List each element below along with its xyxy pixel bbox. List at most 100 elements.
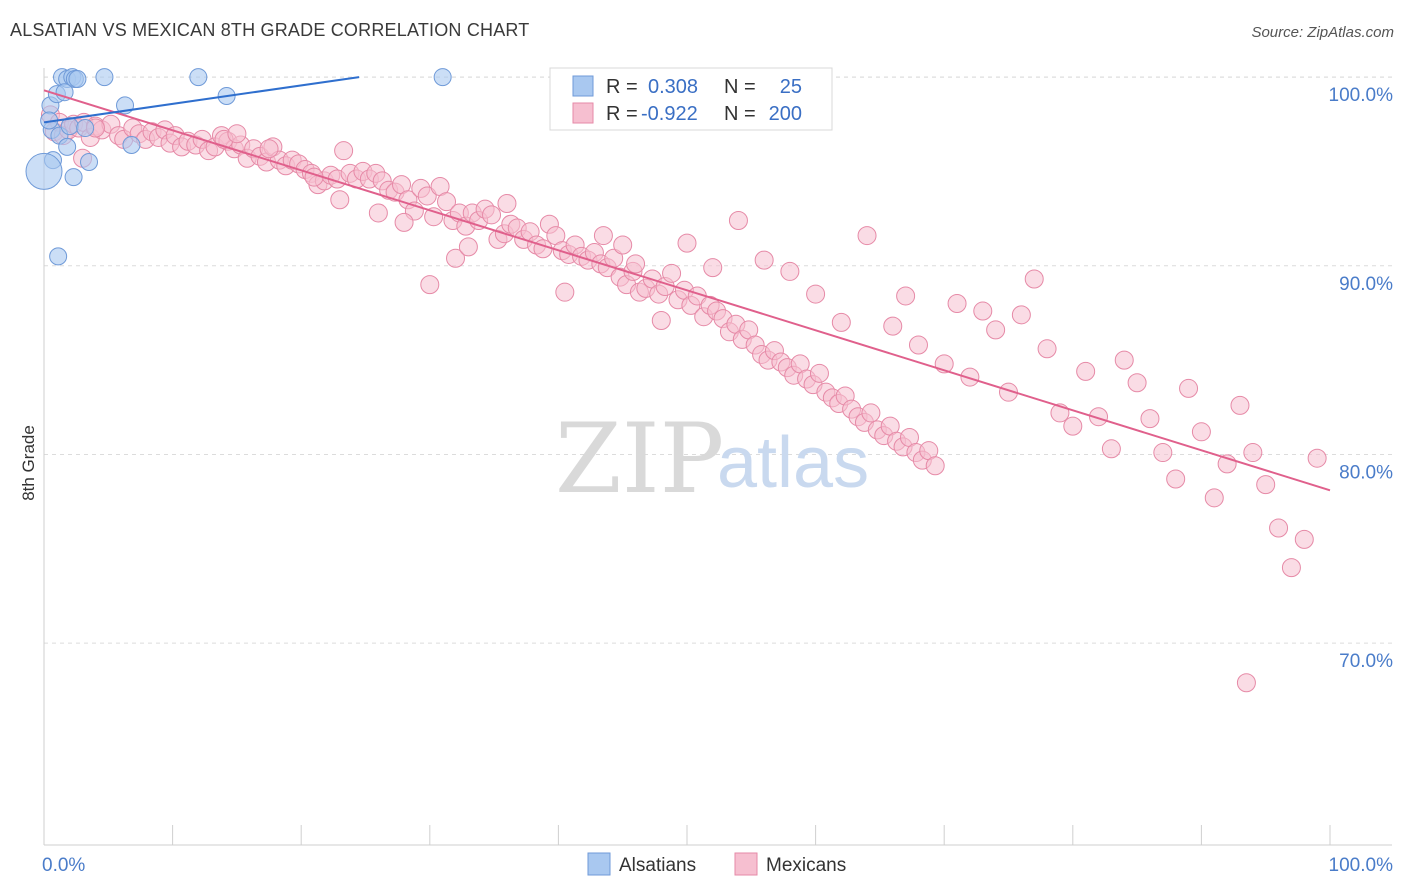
legend-n-label-1: N = [724, 103, 756, 125]
data-point-mexicans [754, 250, 774, 270]
data-point-mexicans [728, 210, 748, 230]
data-point-mexicans [662, 263, 682, 283]
y-axis-title: 8th Grade [19, 425, 38, 501]
data-point-mexicans [533, 239, 553, 259]
trend-line-mexicans [43, 89, 1331, 492]
data-point-mexicans [883, 316, 903, 336]
data-point-alsatians [25, 152, 63, 190]
data-point-mexicans [1281, 558, 1301, 578]
watermark-atlas: atlas [717, 423, 869, 503]
legend-r-value-1: -0.922 [641, 103, 698, 125]
data-point-mexicans [651, 310, 671, 330]
data-point-alsatians [64, 168, 83, 187]
data-point-mexicans [1166, 469, 1186, 489]
data-point-mexicans [330, 190, 350, 210]
data-point-mexicans [861, 403, 881, 423]
data-point-mexicans [1063, 416, 1083, 436]
data-point-mexicans [1011, 305, 1031, 325]
y-tick-label: 100.0% [1329, 85, 1394, 106]
data-point-mexicans [703, 258, 723, 278]
data-point-mexicans [947, 294, 967, 314]
data-point-mexicans [446, 248, 466, 268]
axes [43, 68, 1392, 846]
data-point-mexicans [1114, 350, 1134, 370]
data-point-mexicans [1127, 373, 1147, 393]
x-tick-labels: 0.0% 100.0% [42, 855, 1393, 876]
data-point-mexicans [973, 301, 993, 321]
trend-lines [43, 76, 1331, 492]
data-point-mexicans [593, 226, 613, 246]
legend-swatch-mexicans [572, 102, 594, 124]
data-point-mexicans [960, 367, 980, 387]
data-point-mexicans [1204, 488, 1224, 508]
data-point-mexicans [1024, 269, 1044, 289]
data-point-mexicans [677, 233, 697, 253]
bottom-legend-alsatians: Alsatians [619, 855, 696, 876]
data-point-alsatians [189, 68, 208, 87]
data-point-mexicans [1236, 673, 1256, 693]
bottom-legend-swatch-mexicans [734, 852, 758, 876]
data-point-mexicans [420, 275, 440, 295]
y-tick-label: 80.0% [1339, 462, 1393, 483]
data-point-mexicans [482, 205, 502, 225]
data-point-mexicans [227, 124, 247, 144]
data-point-mexicans [925, 456, 945, 476]
data-point-mexicans [1191, 422, 1211, 442]
data-point-mexicans [780, 261, 800, 281]
data-point-mexicans [1153, 443, 1173, 463]
legend-r-label-1: R = [606, 103, 638, 125]
data-point-mexicans [497, 194, 517, 214]
data-point-mexicans [1230, 395, 1250, 415]
data-point-mexicans [1294, 529, 1314, 549]
data-point-alsatians [76, 119, 95, 138]
data-point-mexicans [1243, 443, 1263, 463]
legend-n-value-1: 200 [769, 103, 802, 125]
data-point-alsatians [95, 68, 114, 87]
data-point-mexicans [896, 286, 916, 306]
legend-r-value-0: 0.308 [648, 76, 698, 98]
data-point-mexicans [368, 203, 388, 223]
data-point-mexicans [1256, 475, 1276, 495]
data-point-mexicans [1076, 361, 1096, 381]
data-point-mexicans [857, 226, 877, 246]
bottom-legend-mexicans: Mexicans [766, 855, 846, 876]
legend-box [549, 67, 833, 131]
legend-n-value-0: 25 [780, 76, 802, 98]
data-point-mexicans [809, 363, 829, 383]
data-point-mexicans [1101, 439, 1121, 459]
data-point-alsatians [122, 136, 141, 155]
data-point-alsatians [55, 83, 74, 102]
data-point-mexicans [831, 312, 851, 332]
x-tick-label: 0.0% [42, 855, 85, 876]
y-tick-label: 70.0% [1339, 651, 1393, 672]
legend-n-label-0: N = [724, 76, 756, 98]
data-point-mexicans [1140, 409, 1160, 429]
data-point-alsatians [49, 247, 68, 266]
x-tick-label: 100.0% [1329, 855, 1394, 876]
series-mexicans [40, 105, 1327, 693]
data-point-mexicans [626, 254, 646, 274]
data-point-mexicans [613, 235, 633, 255]
data-point-mexicans [259, 139, 279, 159]
series-alsatians [25, 68, 452, 266]
data-point-mexicans [1269, 518, 1289, 538]
data-point-mexicans [1307, 448, 1327, 468]
data-point-alsatians [80, 152, 99, 171]
watermark-zip: ZIP [555, 403, 724, 515]
data-point-mexicans [908, 335, 928, 355]
data-point-mexicans [986, 320, 1006, 340]
legend-swatch-alsatians [572, 75, 594, 97]
bottom-legend-swatch-alsatians [587, 852, 611, 876]
data-point-mexicans [806, 284, 826, 304]
data-point-mexicans [437, 192, 457, 212]
data-point-mexicans [458, 237, 478, 257]
y-tick-labels: 70.0% 80.0% 90.0% 100.0% [1329, 85, 1394, 672]
data-point-mexicans [555, 282, 575, 302]
chart-title: ALSATIAN VS MEXICAN 8TH GRADE CORRELATIO… [10, 20, 530, 40]
data-point-mexicans [394, 212, 414, 232]
data-point-alsatians [433, 68, 452, 87]
data-point-mexicans [417, 186, 437, 206]
data-point-mexicans [1179, 378, 1199, 398]
legend-r-label-0: R = [606, 76, 638, 98]
